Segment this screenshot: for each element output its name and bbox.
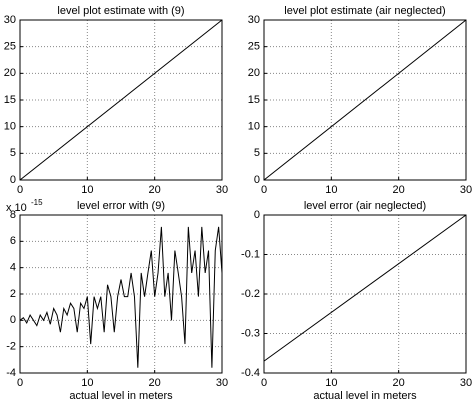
y-tick-label: 10 bbox=[4, 121, 16, 133]
data-line bbox=[263, 214, 467, 362]
axes-box bbox=[263, 19, 467, 181]
y-tick-label: 25 bbox=[4, 41, 16, 53]
y-tick-label: 30 bbox=[4, 14, 16, 26]
y-tick-label: 0 bbox=[10, 174, 16, 186]
x-tick-label: 10 bbox=[81, 184, 93, 196]
data-line bbox=[19, 226, 223, 368]
axes-box bbox=[263, 214, 467, 374]
y-tick-label: 30 bbox=[248, 14, 260, 26]
y-scale-label: x 10 bbox=[6, 202, 27, 214]
y-tick-label: -0.4 bbox=[241, 367, 260, 379]
y-tick-label: -0.1 bbox=[241, 248, 260, 260]
data-line bbox=[263, 19, 467, 181]
x-tick-label: 20 bbox=[149, 184, 161, 196]
x-tick-label: 30 bbox=[460, 184, 472, 196]
axes-box bbox=[19, 214, 223, 374]
x-axis-label: actual level in meters bbox=[313, 390, 417, 402]
x-tick-label: 0 bbox=[17, 377, 23, 389]
x-tick-label: 30 bbox=[460, 377, 472, 389]
x-tick-label: 0 bbox=[17, 184, 23, 196]
y-tick-label: -4 bbox=[6, 367, 16, 379]
y-tick-label: 10 bbox=[248, 121, 260, 133]
chart-title: level plot estimate with (9) bbox=[57, 5, 184, 17]
y-tick-label: 8 bbox=[10, 209, 16, 221]
y-scale-exponent: -15 bbox=[31, 198, 43, 207]
y-tick-label: 5 bbox=[10, 147, 16, 159]
y-tick-label: -2 bbox=[6, 341, 16, 353]
x-tick-label: 0 bbox=[261, 377, 267, 389]
y-tick-label: 15 bbox=[248, 94, 260, 106]
chart-title: level error with (9) bbox=[77, 200, 165, 212]
y-tick-label: 4 bbox=[10, 262, 16, 274]
axes-box bbox=[19, 19, 223, 181]
y-tick-label: 5 bbox=[254, 147, 260, 159]
x-tick-label: 0 bbox=[261, 184, 267, 196]
y-tick-label: 25 bbox=[248, 41, 260, 53]
y-tick-label: 15 bbox=[4, 94, 16, 106]
y-tick-label: 0 bbox=[254, 209, 260, 221]
y-tick-label: 20 bbox=[4, 67, 16, 79]
data-line bbox=[19, 19, 223, 181]
y-tick-label: -0.3 bbox=[241, 327, 260, 339]
x-tick-label: 10 bbox=[325, 377, 337, 389]
x-tick-label: 10 bbox=[325, 184, 337, 196]
x-tick-label: 20 bbox=[393, 377, 405, 389]
x-axis-label: actual level in meters bbox=[69, 390, 173, 402]
y-tick-label: 0 bbox=[10, 314, 16, 326]
chart-title: level error (air neglected) bbox=[304, 200, 426, 212]
x-tick-label: 30 bbox=[216, 184, 228, 196]
x-tick-label: 30 bbox=[216, 377, 228, 389]
y-tick-label: 0 bbox=[254, 174, 260, 186]
y-tick-label: -0.2 bbox=[241, 288, 260, 300]
y-tick-label: 2 bbox=[10, 288, 16, 300]
x-tick-label: 20 bbox=[149, 377, 161, 389]
x-tick-label: 20 bbox=[393, 184, 405, 196]
y-tick-label: 6 bbox=[10, 235, 16, 247]
y-tick-label: 20 bbox=[248, 67, 260, 79]
x-tick-label: 10 bbox=[81, 377, 93, 389]
chart-title: level plot estimate (air neglected) bbox=[284, 5, 445, 17]
